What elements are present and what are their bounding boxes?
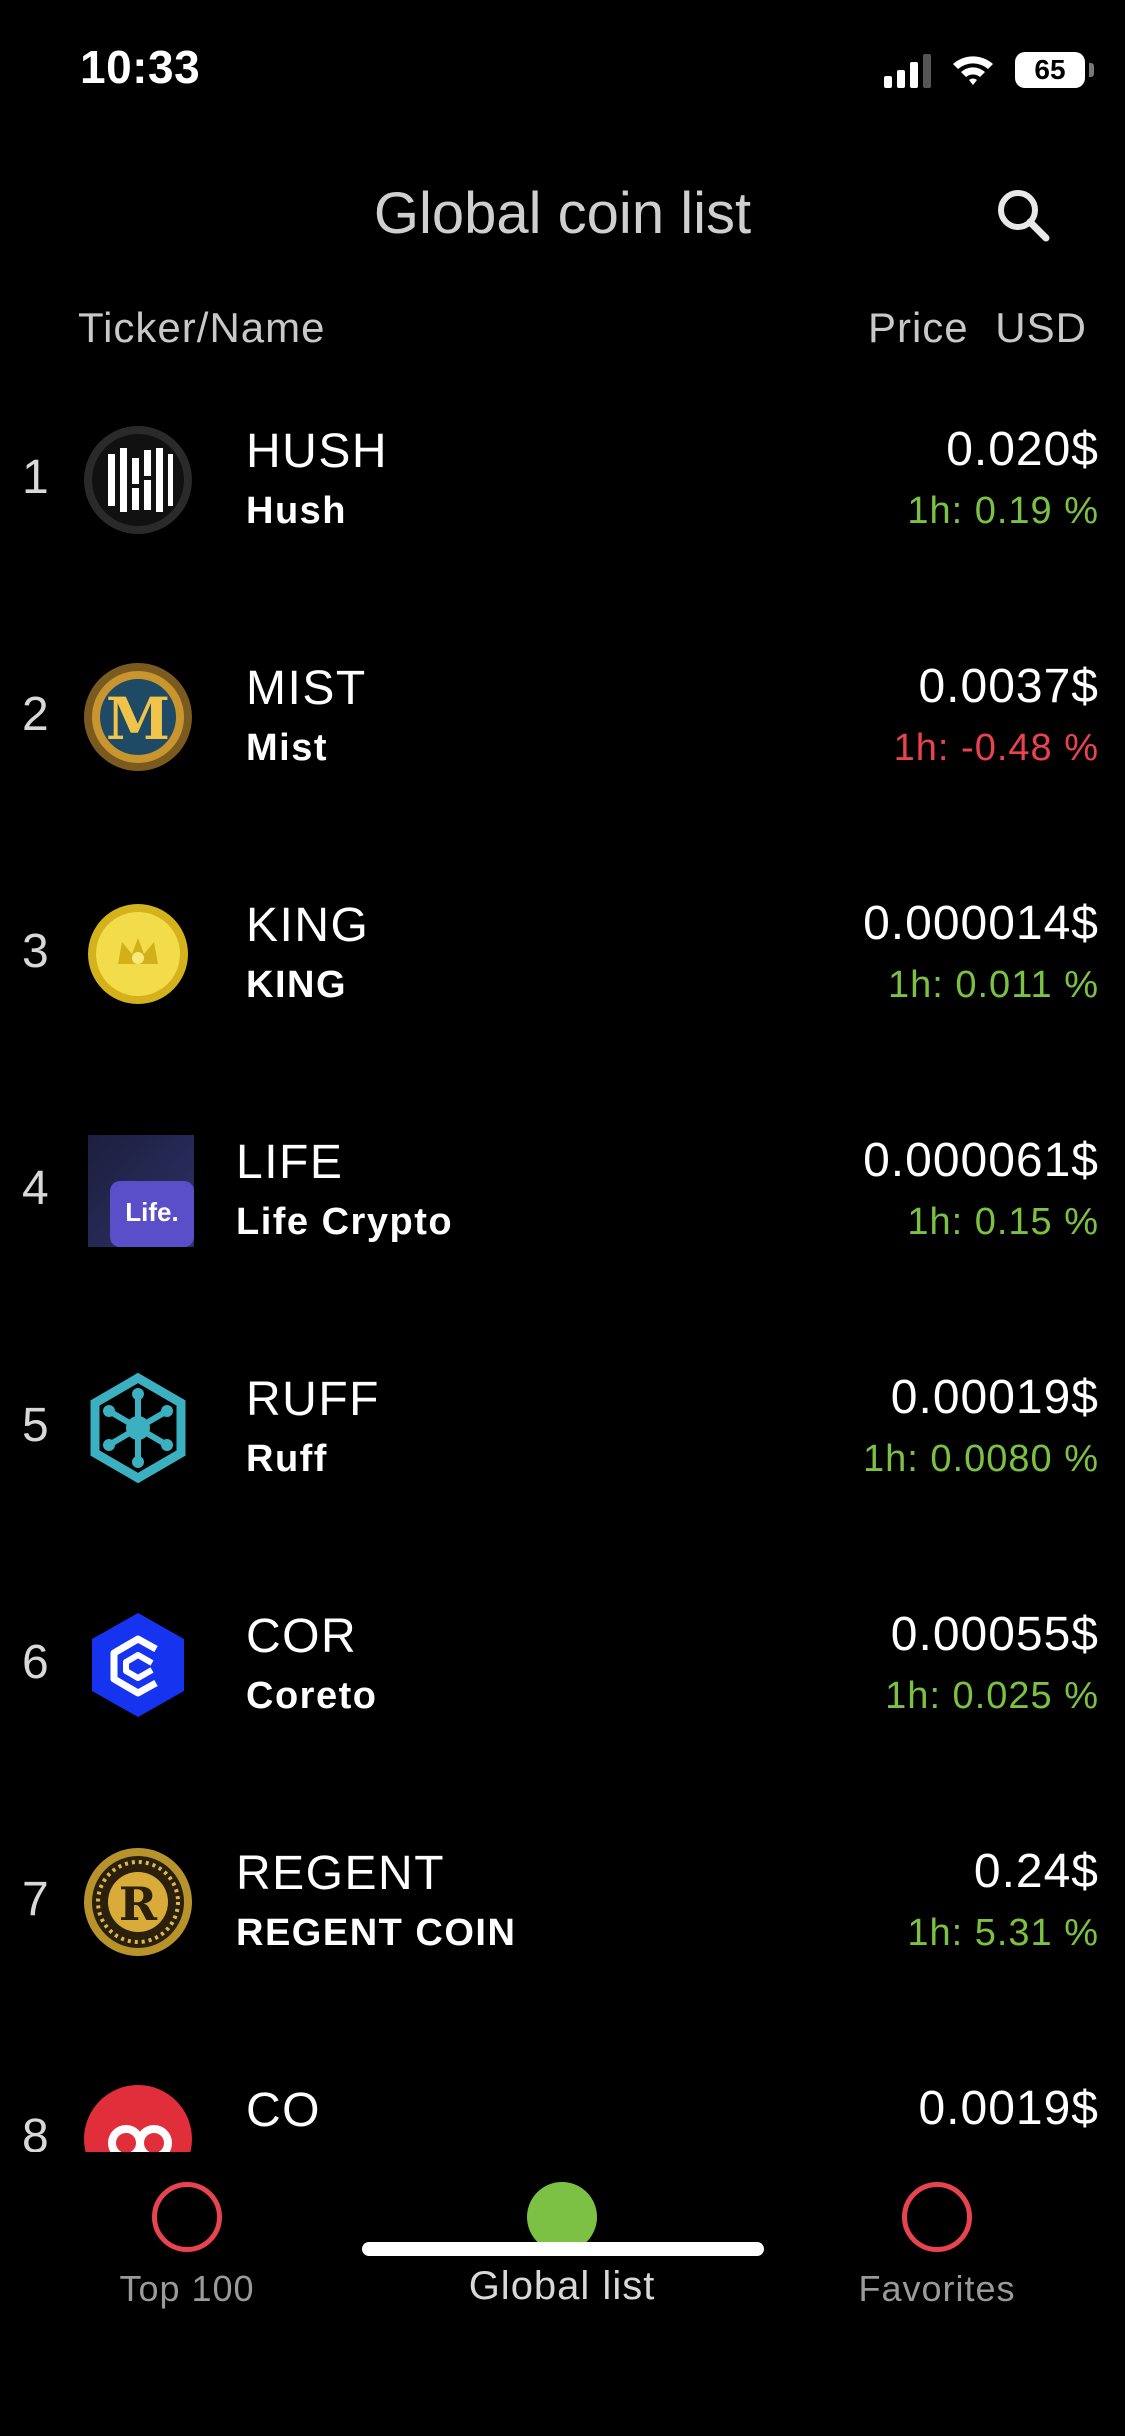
coin-rank: 1 (22, 451, 49, 504)
search-icon (998, 190, 1050, 242)
coin-name: Mist (246, 727, 328, 769)
coin-row[interactable]: 7 R REGENT REGENT COIN 0.24$ 1h: 5.31 % (0, 1794, 1125, 2031)
circle-outline-icon (152, 2182, 222, 2252)
coin-ticker: CO (246, 2084, 321, 2137)
coin-row[interactable]: 8 CO 0.0019$ (0, 2031, 1125, 2152)
coin-ticker: COR (246, 1610, 358, 1663)
coin-ticker: RUFF (246, 1373, 380, 1426)
wifi-icon (953, 56, 993, 85)
svg-text:M: M (106, 685, 170, 753)
column-header-price: Price USD (867, 304, 1087, 351)
coin-ticker: LIFE (236, 1136, 344, 1189)
coin-ticker: KING (246, 899, 370, 952)
coin-row[interactable]: 4 Life. LIFE Life Crypto 0.000061$ 1h: 0… (0, 1083, 1125, 1320)
svg-text:R: R (119, 1877, 158, 1931)
coin-change: 1h: 0.19 % (907, 490, 1099, 532)
coin-row[interactable]: 5 RUFF Ruff 0.00019$ 1h: 0.0080 % (0, 1320, 1125, 1557)
coin-price: 0.020$ (946, 423, 1099, 476)
tab-label: Top 100 (119, 2268, 255, 2309)
coin-change: 1h: 0.0080 % (863, 1438, 1099, 1480)
coin-rank: 6 (22, 1636, 49, 1689)
coin-ticker: REGENT (236, 1847, 446, 1900)
coin-name: Coreto (246, 1675, 378, 1717)
tab-top-100[interactable]: Top 100 (37, 2180, 337, 2330)
coin-name: REGENT COIN (236, 1912, 517, 1954)
coin-change: 1h: 0.025 % (885, 1675, 1099, 1717)
coin-change: 1h: 5.31 % (907, 1912, 1099, 1954)
co-logo-icon (84, 2085, 192, 2152)
coin-row[interactable]: 6 COR Coreto 0.00055$ 1h: 0.025 % (0, 1557, 1125, 1794)
status-time: 10:33 (80, 41, 201, 93)
coin-row[interactable]: 1 HUSH Hush 0.020$ 1h: 0.19 % (0, 372, 1125, 609)
mist-logo-icon: M (84, 663, 192, 771)
coin-name: KING (246, 964, 347, 1006)
coin-rank: 2 (22, 688, 49, 741)
tab-label: Favorites (858, 2268, 1016, 2309)
battery-icon: 65 (1015, 52, 1094, 88)
home-indicator (362, 2242, 764, 2256)
coin-price: 0.00055$ (890, 1608, 1099, 1661)
coin-price: 0.24$ (973, 1845, 1099, 1898)
status-bar: 10:33 65 (0, 0, 1125, 140)
cellular-signal-icon (884, 52, 931, 88)
coin-rank: 3 (22, 925, 49, 978)
coin-rank: 8 (22, 2110, 49, 2152)
svg-text:Life.: Life. (125, 1197, 178, 1227)
coin-price: 0.000061$ (863, 1134, 1099, 1187)
coin-name: Ruff (246, 1438, 328, 1480)
column-header-ticker: Ticker/Name (78, 304, 326, 351)
coin-ticker: MIST (246, 662, 367, 715)
coin-change: 1h: 0.011 % (887, 964, 1099, 1006)
king-logo-icon (88, 904, 188, 1004)
hush-logo-icon (84, 426, 192, 534)
tab-global-list[interactable]: Global list (412, 2180, 712, 2330)
circle-filled-icon (527, 2182, 597, 2252)
coin-change: 1h: -0.48 % (893, 727, 1099, 769)
tab-label: Global list (468, 2264, 656, 2308)
page-title: Global coin list (373, 181, 752, 246)
coin-row[interactable]: 2 M MIST Mist 0.0037$ 1h: -0.48 % (0, 609, 1125, 846)
status-icons: 65 (884, 48, 1094, 92)
coin-rank: 5 (22, 1399, 49, 1452)
search-button[interactable] (990, 180, 1060, 250)
coin-ticker: HUSH (246, 425, 389, 478)
coin-rank: 4 (22, 1162, 49, 1215)
coin-price: 0.00019$ (890, 1371, 1099, 1424)
coin-price: 0.0019$ (918, 2082, 1099, 2135)
coin-price: 0.0037$ (918, 660, 1099, 713)
circle-outline-icon (902, 2182, 972, 2252)
coin-row[interactable]: 3 KING KING 0.000014$ 1h: 0.011 % (0, 846, 1125, 1083)
coin-change: 1h: 0.15 % (907, 1201, 1099, 1243)
bottom-nav: Top 100 Global list Favorites (0, 2152, 1125, 2436)
coin-price: 0.000014$ (863, 897, 1099, 950)
coin-name: Life Crypto (236, 1201, 454, 1243)
regent-logo-icon: R (84, 1848, 192, 1956)
tab-favorites[interactable]: Favorites (787, 2180, 1087, 2330)
ruff-logo-icon (90, 1372, 186, 1484)
coin-rank: 7 (22, 1873, 49, 1926)
coin-name: Hush (246, 490, 347, 532)
coreto-logo-icon (92, 1613, 184, 1717)
life-logo-icon: Life. (88, 1135, 194, 1247)
coin-list[interactable]: 1 HUSH Hush 0.020$ 1h: 0.19 % 2 M MIST M… (0, 372, 1125, 2152)
